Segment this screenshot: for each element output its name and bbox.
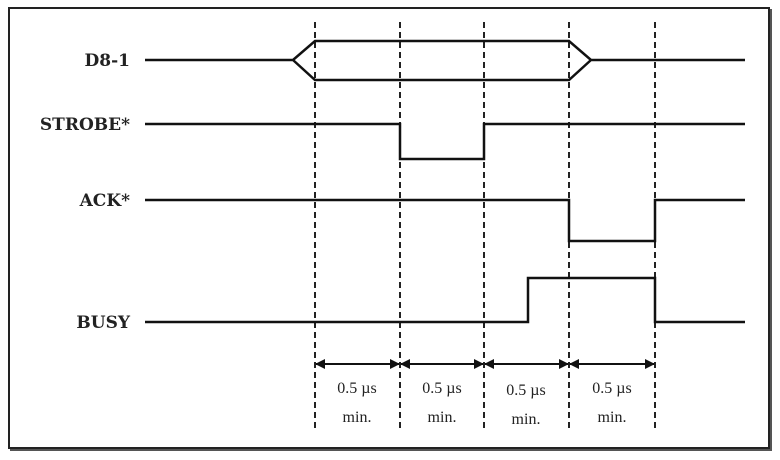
interval-duration: 0.5 µs	[422, 380, 461, 397]
signal-label-busy: BUSY	[76, 313, 130, 333]
interval-qualifier: min.	[343, 409, 372, 426]
signal-label-strobe: STROBE*	[40, 115, 130, 135]
interval-duration: 0.5 µs	[337, 380, 376, 397]
interval-duration: 0.5 µs	[506, 382, 545, 399]
interval-qualifier: min.	[598, 409, 627, 426]
interval-duration: 0.5 µs	[592, 380, 631, 397]
d8-1-waveform	[145, 39, 745, 82]
busy-waveform	[145, 276, 745, 324]
time-markers	[314, 22, 656, 430]
strobe-waveform	[145, 122, 745, 161]
ack-waveform	[145, 198, 745, 243]
signal-label-ack: ACK*	[79, 191, 130, 211]
signal-label-d8-1: D8-1	[85, 51, 130, 71]
interval-qualifier: min.	[512, 411, 541, 428]
interval-qualifier: min.	[428, 409, 457, 426]
